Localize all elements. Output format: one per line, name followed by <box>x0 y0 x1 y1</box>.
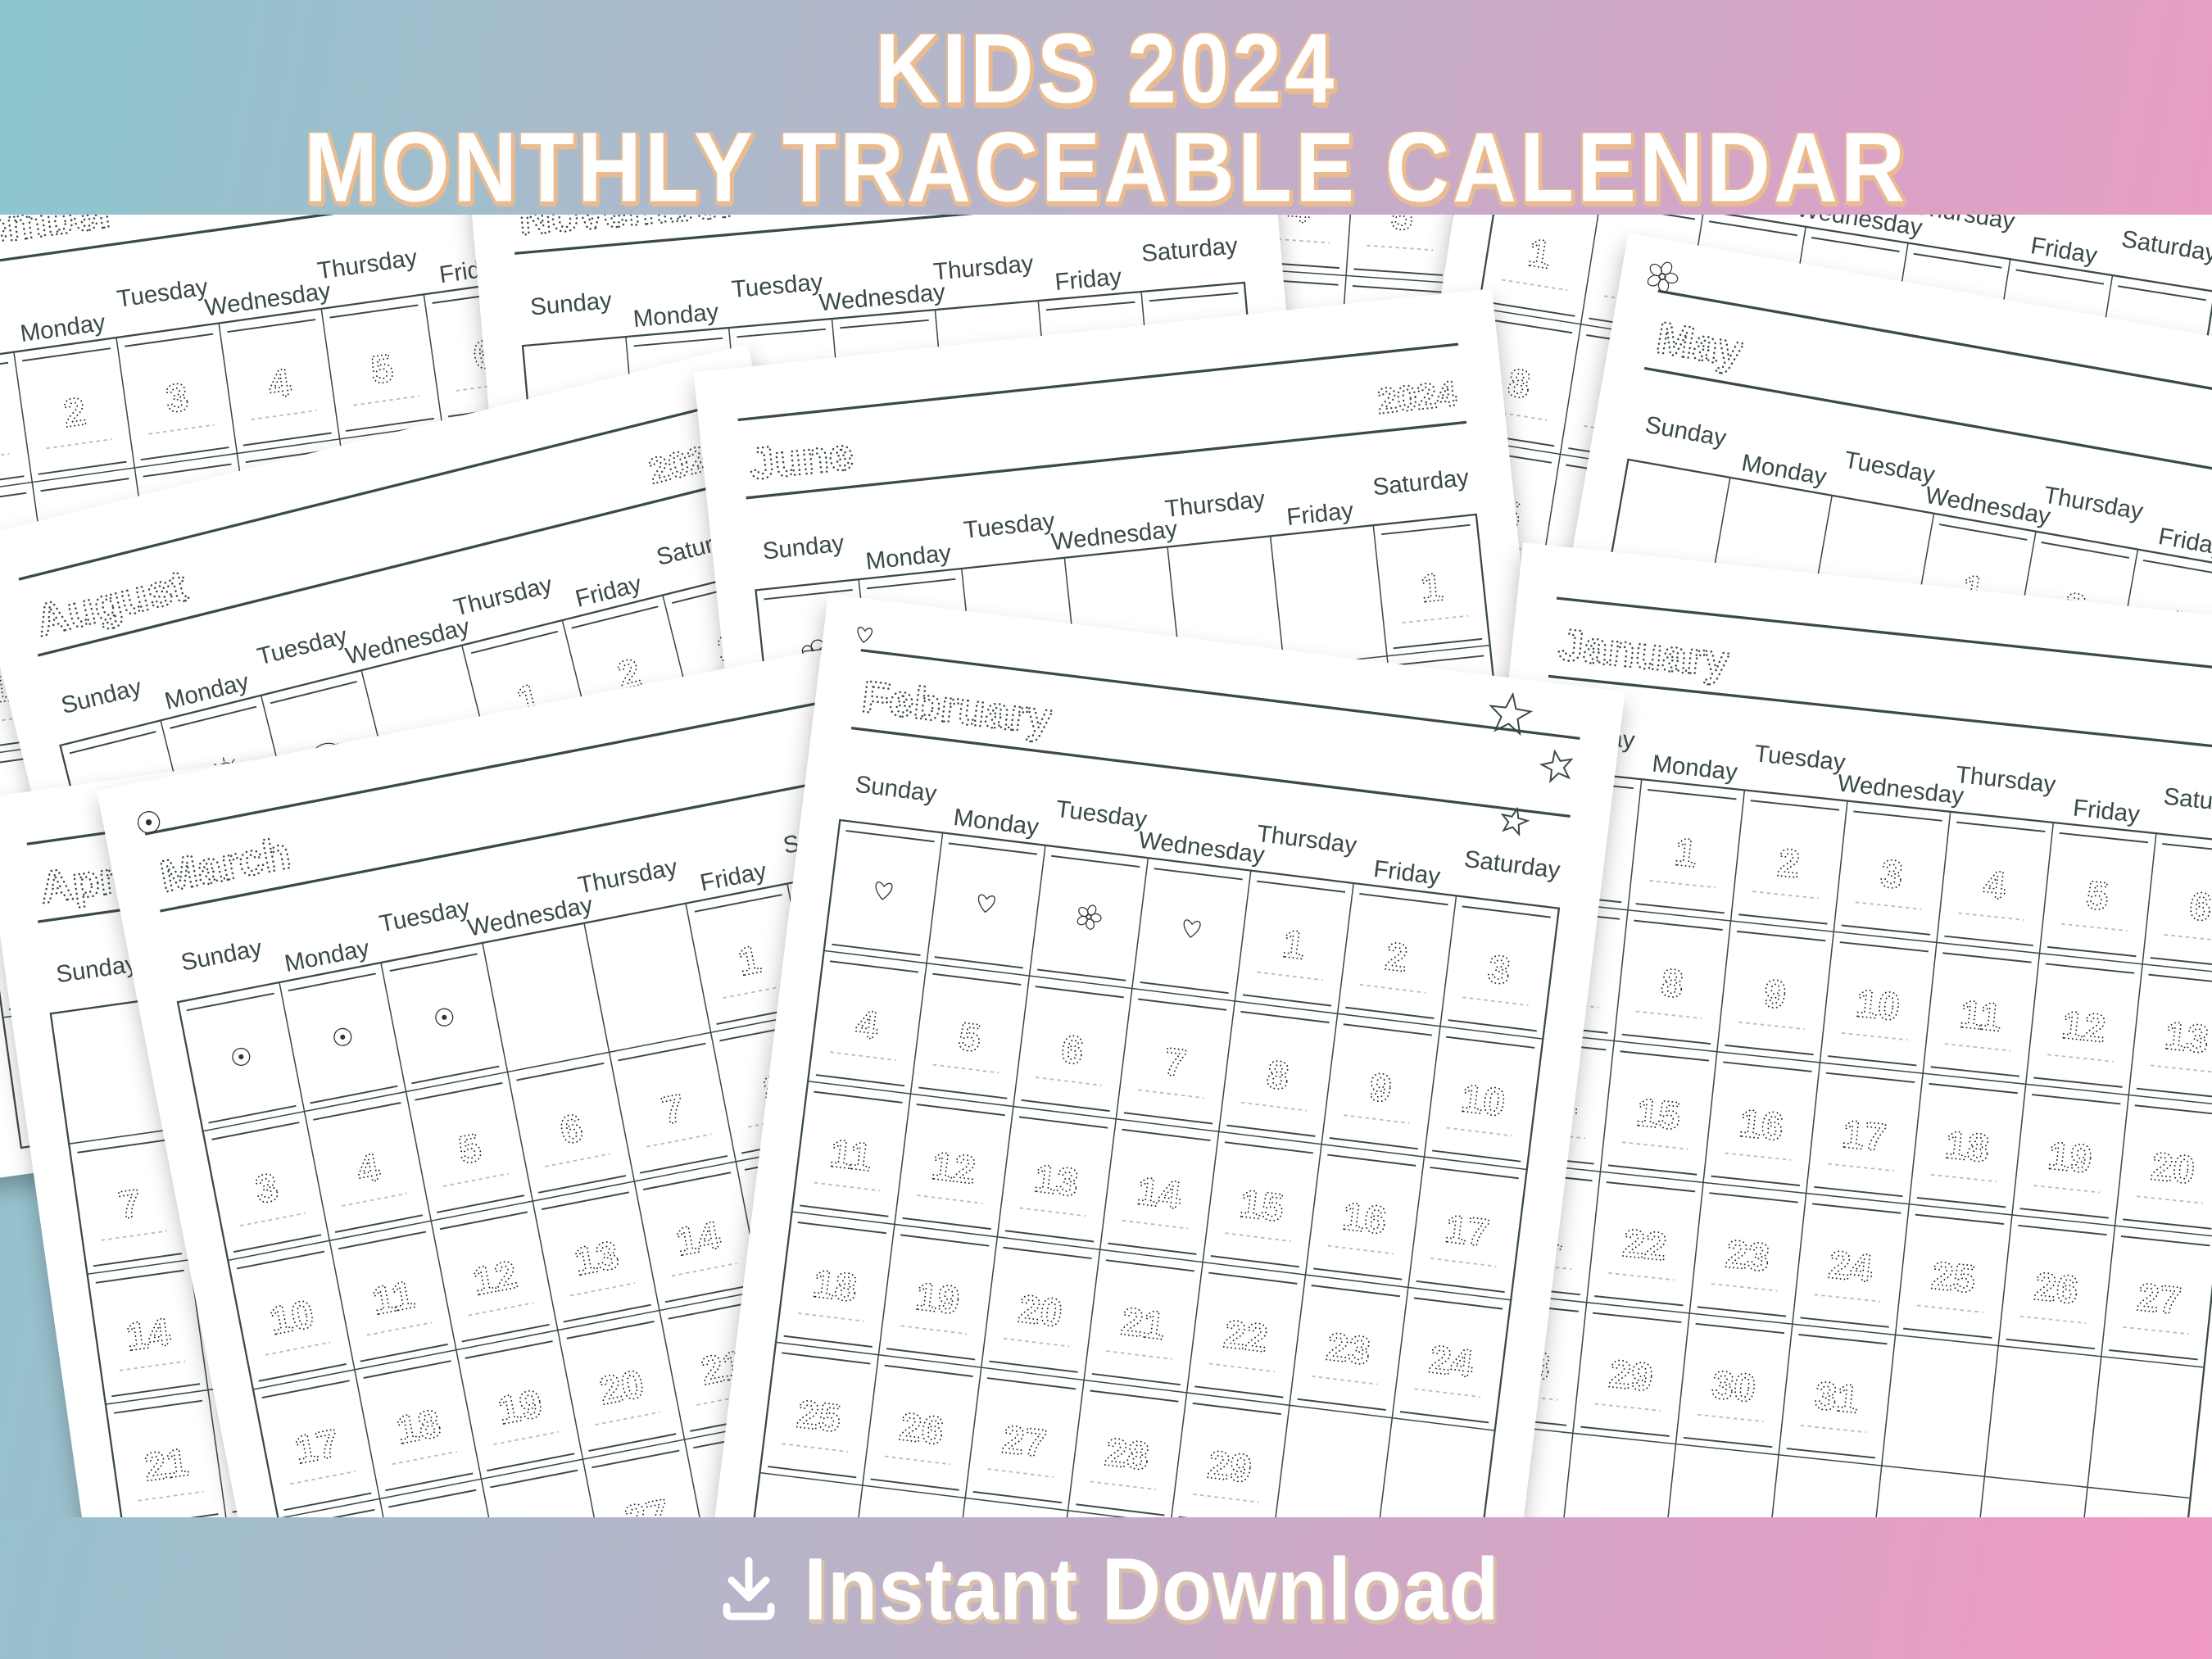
svg-text:23: 23 <box>1724 1232 1772 1280</box>
svg-text:29: 29 <box>1205 1443 1253 1491</box>
svg-text:23: 23 <box>1324 1326 1372 1374</box>
svg-text:18: 18 <box>393 1402 444 1453</box>
svg-text:22: 22 <box>1222 1312 1270 1361</box>
svg-text:17: 17 <box>1443 1208 1491 1256</box>
svg-text:19: 19 <box>495 1382 546 1433</box>
svg-text:18: 18 <box>1943 1123 1992 1171</box>
svg-text:25: 25 <box>795 1393 843 1441</box>
svg-text:30: 30 <box>1710 1363 1758 1411</box>
svg-text:17: 17 <box>1840 1113 1888 1160</box>
svg-text:29: 29 <box>1607 1353 1655 1400</box>
svg-text:16: 16 <box>1738 1102 1786 1149</box>
svg-text:2024: 2024 <box>1376 374 1458 422</box>
svg-text:3: 3 <box>1879 852 1905 897</box>
svg-text:11: 11 <box>369 1273 418 1324</box>
svg-text:8: 8 <box>1659 961 1685 1006</box>
svg-text:15: 15 <box>1634 1091 1683 1139</box>
svg-text:6: 6 <box>2187 885 2212 930</box>
svg-text:21: 21 <box>1118 1300 1167 1349</box>
svg-text:5: 5 <box>2084 873 2110 918</box>
svg-text:28: 28 <box>1103 1430 1151 1479</box>
svg-text:19: 19 <box>2046 1134 2094 1181</box>
svg-text:22: 22 <box>1620 1222 1669 1269</box>
svg-text:26: 26 <box>2033 1265 2081 1312</box>
svg-text:16: 16 <box>1340 1194 1389 1243</box>
svg-text:18: 18 <box>810 1262 859 1311</box>
svg-text:15: 15 <box>1237 1182 1285 1231</box>
svg-text:13: 13 <box>571 1233 622 1284</box>
svg-text:12: 12 <box>929 1145 977 1193</box>
svg-text:10: 10 <box>1459 1077 1507 1125</box>
svg-text:26: 26 <box>897 1405 945 1453</box>
svg-text:1: 1 <box>1419 565 1445 610</box>
svg-text:11: 11 <box>1958 993 2004 1040</box>
svg-text:2: 2 <box>1775 841 1802 886</box>
svg-text:12: 12 <box>2060 1004 2108 1051</box>
svg-text:27: 27 <box>1000 1418 1049 1466</box>
svg-text:24: 24 <box>1826 1244 1874 1291</box>
svg-text:25: 25 <box>1929 1254 1978 1302</box>
svg-text:1: 1 <box>1673 831 1699 876</box>
svg-text:10: 10 <box>1854 981 1902 1029</box>
svg-text:31: 31 <box>1813 1374 1861 1421</box>
svg-text:21: 21 <box>142 1441 191 1490</box>
svg-text:14: 14 <box>124 1311 173 1360</box>
svg-text:20: 20 <box>596 1362 647 1413</box>
svg-text:9: 9 <box>1762 972 1788 1017</box>
svg-text:13: 13 <box>2163 1014 2211 1062</box>
svg-text:27: 27 <box>2135 1276 2183 1323</box>
svg-text:13: 13 <box>1032 1157 1081 1205</box>
svg-text:19: 19 <box>913 1275 962 1323</box>
svg-text:14: 14 <box>673 1213 724 1264</box>
svg-text:10: 10 <box>266 1293 317 1344</box>
svg-text:14: 14 <box>1135 1169 1184 1217</box>
svg-text:20: 20 <box>1016 1287 1064 1335</box>
svg-text:12: 12 <box>469 1253 520 1304</box>
svg-text:11: 11 <box>827 1131 874 1180</box>
svg-text:24: 24 <box>1427 1338 1476 1386</box>
svg-text:17: 17 <box>292 1421 342 1472</box>
svg-text:20: 20 <box>2149 1145 2197 1193</box>
